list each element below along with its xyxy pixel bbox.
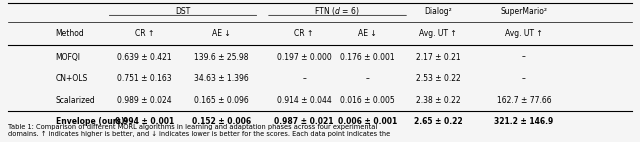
- Text: 0.152 ± 0.006: 0.152 ± 0.006: [191, 117, 251, 126]
- Text: –: –: [522, 53, 526, 62]
- Text: CN+OLS: CN+OLS: [56, 74, 88, 83]
- Text: DST: DST: [175, 7, 191, 16]
- Text: AE ↓: AE ↓: [212, 29, 230, 38]
- Text: 0.751 ± 0.163: 0.751 ± 0.163: [118, 74, 172, 83]
- Text: –: –: [302, 74, 306, 83]
- Text: SuperMario²: SuperMario²: [500, 7, 547, 16]
- Text: Table 1: Comparison of different MORL algorithms in learning and adaptation phas: Table 1: Comparison of different MORL al…: [8, 124, 390, 137]
- Text: 0.006 ± 0.001: 0.006 ± 0.001: [338, 117, 397, 126]
- Text: CR ↑: CR ↑: [294, 29, 314, 38]
- Text: Envelope (ours)¹: Envelope (ours)¹: [56, 117, 127, 126]
- Text: 2.53 ± 0.22: 2.53 ± 0.22: [415, 74, 460, 83]
- Text: 0.987 ± 0.021: 0.987 ± 0.021: [275, 117, 334, 126]
- Text: 0.165 ± 0.096: 0.165 ± 0.096: [194, 96, 248, 105]
- Text: –: –: [366, 74, 370, 83]
- Text: 0.994 ± 0.001: 0.994 ± 0.001: [115, 117, 174, 126]
- Text: –: –: [522, 74, 526, 83]
- Text: 0.197 ± 0.000: 0.197 ± 0.000: [276, 53, 332, 62]
- Text: Scalarized: Scalarized: [56, 96, 95, 105]
- Text: 0.639 ± 0.421: 0.639 ± 0.421: [118, 53, 172, 62]
- Text: FTN ($d$ = 6): FTN ($d$ = 6): [314, 5, 360, 17]
- Text: Avg. UT ↑: Avg. UT ↑: [505, 29, 543, 38]
- Text: Avg. UT ↑: Avg. UT ↑: [419, 29, 457, 38]
- Text: Dialog²: Dialog²: [424, 7, 452, 16]
- Text: CR ↑: CR ↑: [135, 29, 154, 38]
- Text: 0.989 ± 0.024: 0.989 ± 0.024: [118, 96, 172, 105]
- Text: 0.176 ± 0.001: 0.176 ± 0.001: [340, 53, 395, 62]
- Text: 2.65 ± 0.22: 2.65 ± 0.22: [413, 117, 462, 126]
- Text: MOFQI: MOFQI: [56, 53, 81, 62]
- Text: 0.016 ± 0.005: 0.016 ± 0.005: [340, 96, 395, 105]
- Text: 162.7 ± 77.66: 162.7 ± 77.66: [497, 96, 551, 105]
- Text: 34.63 ± 1.396: 34.63 ± 1.396: [194, 74, 248, 83]
- Text: Method: Method: [56, 29, 84, 38]
- Text: 0.914 ± 0.044: 0.914 ± 0.044: [276, 96, 332, 105]
- Text: 2.17 ± 0.21: 2.17 ± 0.21: [415, 53, 460, 62]
- Text: 2.38 ± 0.22: 2.38 ± 0.22: [415, 96, 460, 105]
- Text: 321.2 ± 146.9: 321.2 ± 146.9: [494, 117, 554, 126]
- Text: AE ↓: AE ↓: [358, 29, 377, 38]
- Text: 139.6 ± 25.98: 139.6 ± 25.98: [194, 53, 248, 62]
